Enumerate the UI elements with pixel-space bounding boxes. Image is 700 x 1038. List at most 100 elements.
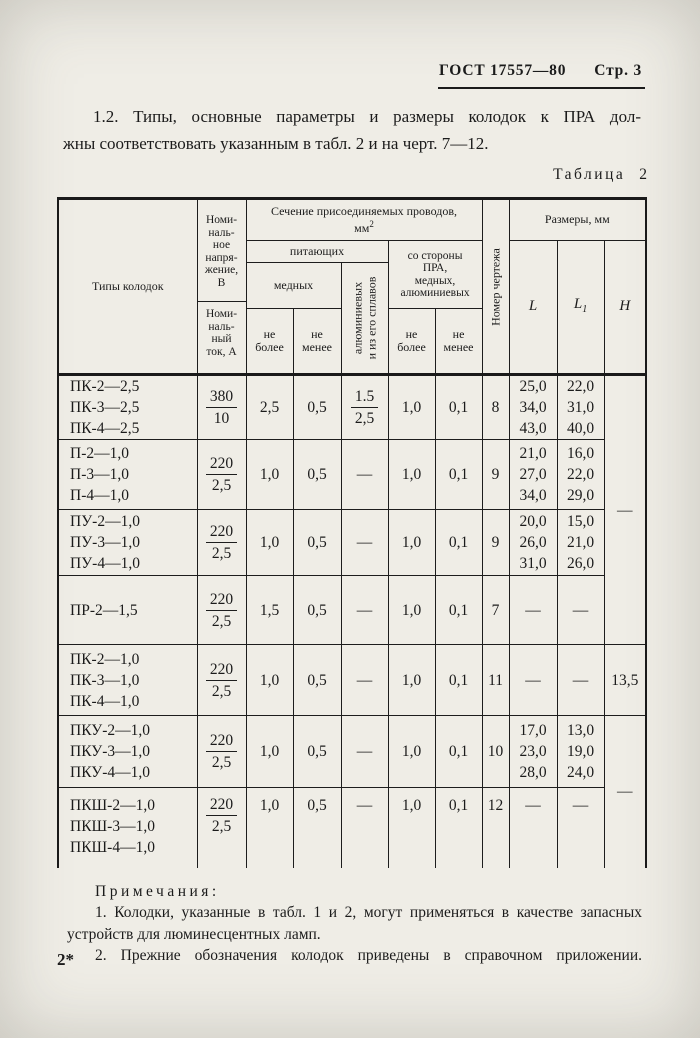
drawing-number-cell: 9 <box>481 509 510 576</box>
L-cell: — <box>508 787 558 868</box>
aluminum-cell: — <box>340 787 389 868</box>
intro-line: 1.2. Типы, основные параметры и размеры … <box>93 107 641 126</box>
type-cell: ПУ-2—1,0 ПУ-3—1,0 ПУ-4—1,0 <box>57 509 198 576</box>
pra-max-cell: 1,0 <box>387 644 436 716</box>
header-wire-section: Сечение присоединяемых проводов, мм2 <box>245 198 483 241</box>
table-row: ПК-2—2,5 ПК-3—2,5 ПК-4—2,5 380 10 2,5 0,5… <box>57 374 647 645</box>
note-1-line: устройств для люминесцентных ламп. <box>67 925 321 943</box>
header-nominal-voltage-current: Номи- наль- ное напря- жение, В Номи- на… <box>196 198 247 375</box>
copper-max-cell: 1,0 <box>245 644 294 716</box>
aluminum-cell: — <box>340 715 389 788</box>
note-2: 2. Прежние обозначения колодок приведены… <box>95 947 642 964</box>
header-nominal-current: Номи- наль- ный ток, А <box>205 308 238 358</box>
doc-number: ГОСТ 17557—80 <box>439 62 567 79</box>
aluminum-cell: 1.5 2,5 <box>340 374 389 440</box>
pra-min-cell: 0,1 <box>434 575 483 645</box>
copper-min-cell: 0,5 <box>292 439 342 510</box>
copper-max-cell: 1,0 <box>245 439 294 510</box>
L1-cell: — <box>556 644 605 716</box>
L-cell: — <box>508 575 558 645</box>
copper-max-cell: 1,0 <box>245 787 294 868</box>
notes-title: Примечания: <box>95 882 220 900</box>
pra-min-cell: 0,1 <box>434 374 483 440</box>
pra-max-cell: 1,0 <box>387 509 436 576</box>
table-row: ПУ-2—1,0 ПУ-3—1,0 ПУ-4—1,0 220 2,5 1,0 0,… <box>57 509 646 576</box>
header-pra-not-more: не более <box>387 308 436 375</box>
header-nominal-voltage: Номи- наль- ное напря- жение, В <box>197 211 246 302</box>
header-copper-not-more: не более <box>245 308 294 375</box>
L1-cell: — <box>556 575 605 645</box>
H-cell: 13,5 <box>603 644 647 716</box>
header-pra-side: со стороны ПРА, медных, алюминиевых <box>387 240 483 309</box>
pra-min-cell: 0,1 <box>434 644 483 716</box>
table-header: Типы колодок Номи- наль- ное напря- жени… <box>57 198 647 375</box>
pra-max-cell: 1,0 <box>387 439 436 510</box>
L1-cell: — <box>556 787 605 868</box>
header-pra-not-less: не менее <box>434 308 483 375</box>
voltage-current-cell: 380 10 <box>196 374 247 440</box>
type-cell: ПР-2—1,5 <box>57 575 198 645</box>
voltage-current-cell: 220 2,5 <box>196 715 247 788</box>
note-1-line: 1. Колодки, указанные в табл. 1 и 2, мог… <box>95 904 642 921</box>
voltage-current-cell: 220 2,5 <box>196 509 247 576</box>
type-cell: ПК-2—2,5 ПК-3—2,5 ПК-4—2,5 <box>57 374 198 440</box>
copper-min-cell: 0,5 <box>292 509 342 576</box>
header-drawing-number: Номер чертежа <box>481 198 510 375</box>
drawing-number-cell: 7 <box>481 575 510 645</box>
aluminum-cell: — <box>340 575 389 645</box>
header-dim-H: H <box>603 240 647 375</box>
voltage-current-cell: 220 2,5 <box>196 787 247 868</box>
table-body: ПК-2—2,5 ПК-3—2,5 ПК-4—2,5 380 10 2,5 0,5… <box>57 374 647 868</box>
L-cell: 17,0 23,0 28,0 <box>508 715 558 788</box>
L-cell: 20,0 26,0 31,0 <box>508 509 558 576</box>
L1-cell: 15,0 21,0 26,0 <box>556 509 605 576</box>
pra-min-cell: 0,1 <box>434 715 483 788</box>
voltage-current-cell: 220 2,5 <box>196 644 247 716</box>
header-dim-L1: L1 <box>556 240 605 375</box>
intro-paragraph: 1.2. Типы, основные параметры и размеры … <box>63 103 641 157</box>
pra-max-cell: 1,0 <box>387 715 436 788</box>
running-head: ГОСТ 17557—80 Стр. 3 <box>438 62 645 89</box>
L1-cell: 13,0 19,0 24,0 <box>556 715 605 788</box>
type-cell: ПК-2—1,0 ПК-3—1,0 ПК-4—1,0 <box>57 644 198 716</box>
table-row: П-2—1,0 П-3—1,0 П-4—1,0 220 2,5 1,0 0,5 —… <box>57 439 646 510</box>
L1-cell: 16,0 22,0 29,0 <box>556 439 605 510</box>
header-aluminum: алюминиевых и из его сплавов <box>340 262 389 375</box>
pra-max-cell: 1,0 <box>387 575 436 645</box>
type-cell: ПКУ-2—1,0 ПКУ-3—1,0 ПКУ-4—1,0 <box>57 715 198 788</box>
header-dim-L: L <box>508 240 558 375</box>
header-copper: медных <box>245 262 342 309</box>
pra-max-cell: 1,0 <box>387 374 436 440</box>
drawing-number-cell: 9 <box>481 439 510 510</box>
L-cell: 25,0 34,0 43,0 <box>508 374 558 440</box>
table-row: ПКУ-2—1,0 ПКУ-3—1,0 ПКУ-4—1,0 220 2,5 1,0… <box>57 715 647 868</box>
copper-max-cell: 1,5 <box>245 575 294 645</box>
drawing-number-cell: 11 <box>481 644 510 716</box>
H-cell-merged: — <box>603 715 647 868</box>
header-copper-not-less: не менее <box>292 308 342 375</box>
voltage-current-cell: 220 2,5 <box>196 575 247 645</box>
L1-subscript: 1 <box>582 303 588 315</box>
drawing-number-vertical-text: Номер чертежа <box>487 247 502 326</box>
aluminum-vertical-text: алюминиевых и из его сплавов <box>350 276 378 360</box>
copper-max-cell: 2,5 <box>245 374 294 440</box>
pra-max-cell: 1,0 <box>387 787 436 868</box>
footer-signature-mark: 2* <box>57 950 74 969</box>
pra-min-cell: 0,1 <box>434 439 483 510</box>
table-caption-word: Таблица <box>553 166 626 183</box>
copper-min-cell: 0,5 <box>292 374 342 440</box>
parameters-table: Типы колодок Номи- наль- ное напря- жени… <box>57 197 648 868</box>
voltage-current-cell: 220 2,5 <box>196 439 247 510</box>
header-dimensions: Размеры, мм <box>508 198 647 241</box>
copper-max-cell: 1,0 <box>245 509 294 576</box>
notes-section: Примечания: 1. Колодки, указанные в табл… <box>67 881 642 967</box>
table-row: ПК-2—1,0 ПК-3—1,0 ПК-4—1,0 220 2,5 1,0 0,… <box>57 644 647 716</box>
copper-min-cell: 0,5 <box>292 787 342 868</box>
copper-min-cell: 0,5 <box>292 715 342 788</box>
squared-superscript: 2 <box>369 219 374 229</box>
type-cell: ПКШ-2—1,0 ПКШ-3—1,0 ПКШ-4—1,0 <box>57 787 198 868</box>
L-cell: — <box>508 644 558 716</box>
table-caption: Таблица 2 <box>57 166 647 184</box>
intro-line: жны соответствовать указанным в табл. 2 … <box>63 134 489 153</box>
